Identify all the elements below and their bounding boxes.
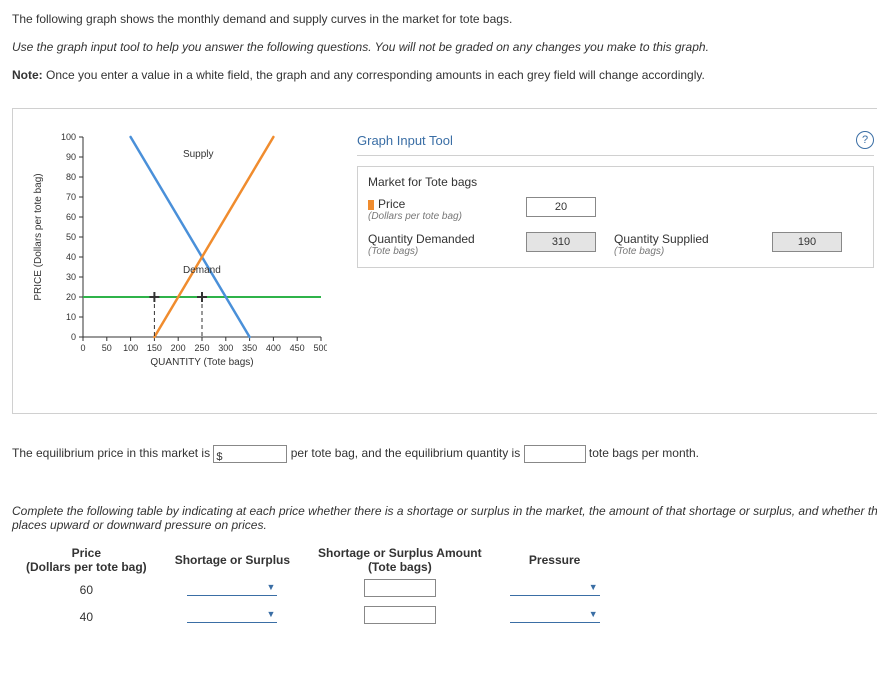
- table-instruction: Complete the following table by indicati…: [12, 504, 877, 532]
- market-box: Market for Tote bags Price (Dollars per …: [357, 166, 874, 268]
- svg-text:250: 250: [194, 343, 209, 353]
- equilibrium-sentence: The equilibrium price in this market is …: [12, 442, 877, 464]
- th-price: Price (Dollars per tote bag): [12, 544, 161, 576]
- pressure-dropdown[interactable]: [510, 608, 600, 623]
- supply-demand-chart[interactable]: 0 10 20 30 40 50 60 70 80 90 100 0 50 100 150 200 250 300…: [27, 123, 327, 383]
- svg-text:40: 40: [66, 252, 76, 262]
- amount-input[interactable]: [364, 606, 436, 624]
- note-body: Once you enter a value in a white field,…: [46, 68, 705, 82]
- amount-input[interactable]: [364, 579, 436, 597]
- qs-value: 190: [772, 232, 842, 252]
- graph-input-tool: Graph Input Tool ? Market for Tote bags …: [357, 123, 874, 268]
- price-label-text: Price: [368, 197, 405, 211]
- th-amt: Shortage or Surplus Amount (Tote bags): [304, 544, 496, 576]
- shortage-surplus-dropdown[interactable]: [187, 581, 277, 596]
- eq-price-input[interactable]: $: [213, 445, 287, 463]
- price-input[interactable]: 20: [526, 197, 596, 217]
- note-prefix: Note:: [12, 68, 46, 82]
- answer-table: Price (Dollars per tote bag) Shortage or…: [12, 544, 614, 630]
- svg-text:80: 80: [66, 172, 76, 182]
- svg-text:90: 90: [66, 152, 76, 162]
- svg-text:20: 20: [66, 292, 76, 302]
- qd-label: Quantity Demanded (Tote bags): [368, 232, 508, 257]
- svg-text:50: 50: [102, 343, 112, 353]
- svg-text:400: 400: [266, 343, 281, 353]
- note-text: Note: Once you enter a value in a white …: [12, 68, 877, 82]
- help-icon[interactable]: ?: [856, 131, 874, 149]
- row-price: 40: [12, 603, 161, 630]
- svg-text:70: 70: [66, 192, 76, 202]
- eq-part3: tote bags per month.: [589, 446, 699, 460]
- tool-header-title: Graph Input Tool: [357, 133, 453, 148]
- th-amt-sub: (Tote bags): [318, 560, 482, 574]
- qd-value: 310: [526, 232, 596, 252]
- svg-text:150: 150: [147, 343, 162, 353]
- chart-container: 0 10 20 30 40 50 60 70 80 90 100 0 50 100 150 200 250 300…: [27, 123, 327, 383]
- eq-qty-input[interactable]: [524, 445, 586, 463]
- svg-text:60: 60: [66, 212, 76, 222]
- svg-text:30: 30: [66, 272, 76, 282]
- svg-text:Demand: Demand: [183, 265, 221, 276]
- qs-label: Quantity Supplied (Tote bags): [614, 232, 754, 257]
- svg-text:200: 200: [171, 343, 186, 353]
- svg-text:0: 0: [71, 332, 76, 342]
- svg-text:450: 450: [290, 343, 305, 353]
- svg-text:0: 0: [80, 343, 85, 353]
- th-price-text: Price: [72, 546, 101, 560]
- graph-panel: 0 10 20 30 40 50 60 70 80 90 100 0 50 100 150 200 250 300…: [12, 108, 877, 414]
- table-row: 40: [12, 603, 614, 630]
- shortage-surplus-dropdown[interactable]: [187, 608, 277, 623]
- svg-text:500: 500: [313, 343, 327, 353]
- price-label-sub: (Dollars per tote bag): [368, 211, 508, 222]
- th-price-sub: (Dollars per tote bag): [26, 560, 147, 574]
- row-price: 60: [12, 576, 161, 603]
- qd-label-sub: (Tote bags): [368, 246, 508, 257]
- pressure-dropdown[interactable]: [510, 581, 600, 596]
- svg-text:350: 350: [242, 343, 257, 353]
- svg-text:PRICE (Dollars per tote bag): PRICE (Dollars per tote bag): [33, 173, 44, 300]
- table-row: 60: [12, 576, 614, 603]
- market-title: Market for Tote bags: [368, 175, 863, 189]
- svg-text:100: 100: [123, 343, 138, 353]
- svg-text:300: 300: [218, 343, 233, 353]
- th-pressure: Pressure: [496, 544, 614, 576]
- instruction-text: Use the graph input tool to help you ans…: [12, 40, 877, 54]
- svg-text:100: 100: [61, 132, 76, 142]
- price-label: Price (Dollars per tote bag): [368, 197, 508, 222]
- eq-part2: per tote bag, and the equilibrium quanti…: [291, 446, 524, 460]
- svg-text:QUANTITY (Tote bags): QUANTITY (Tote bags): [150, 357, 253, 368]
- eq-part1: The equilibrium price in this market is: [12, 446, 213, 460]
- svg-text:Supply: Supply: [183, 149, 214, 160]
- qs-label-text: Quantity Supplied: [614, 232, 709, 246]
- qs-label-sub: (Tote bags): [614, 246, 754, 257]
- qd-label-text: Quantity Demanded: [368, 232, 475, 246]
- svg-text:50: 50: [66, 232, 76, 242]
- th-ss: Shortage or Surplus: [161, 544, 304, 576]
- intro-text: The following graph shows the monthly de…: [12, 12, 877, 26]
- svg-text:10: 10: [66, 312, 76, 322]
- th-amt-text: Shortage or Surplus Amount: [318, 546, 482, 560]
